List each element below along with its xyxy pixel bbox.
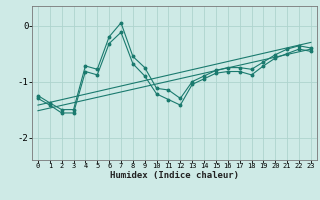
X-axis label: Humidex (Indice chaleur): Humidex (Indice chaleur) (110, 171, 239, 180)
